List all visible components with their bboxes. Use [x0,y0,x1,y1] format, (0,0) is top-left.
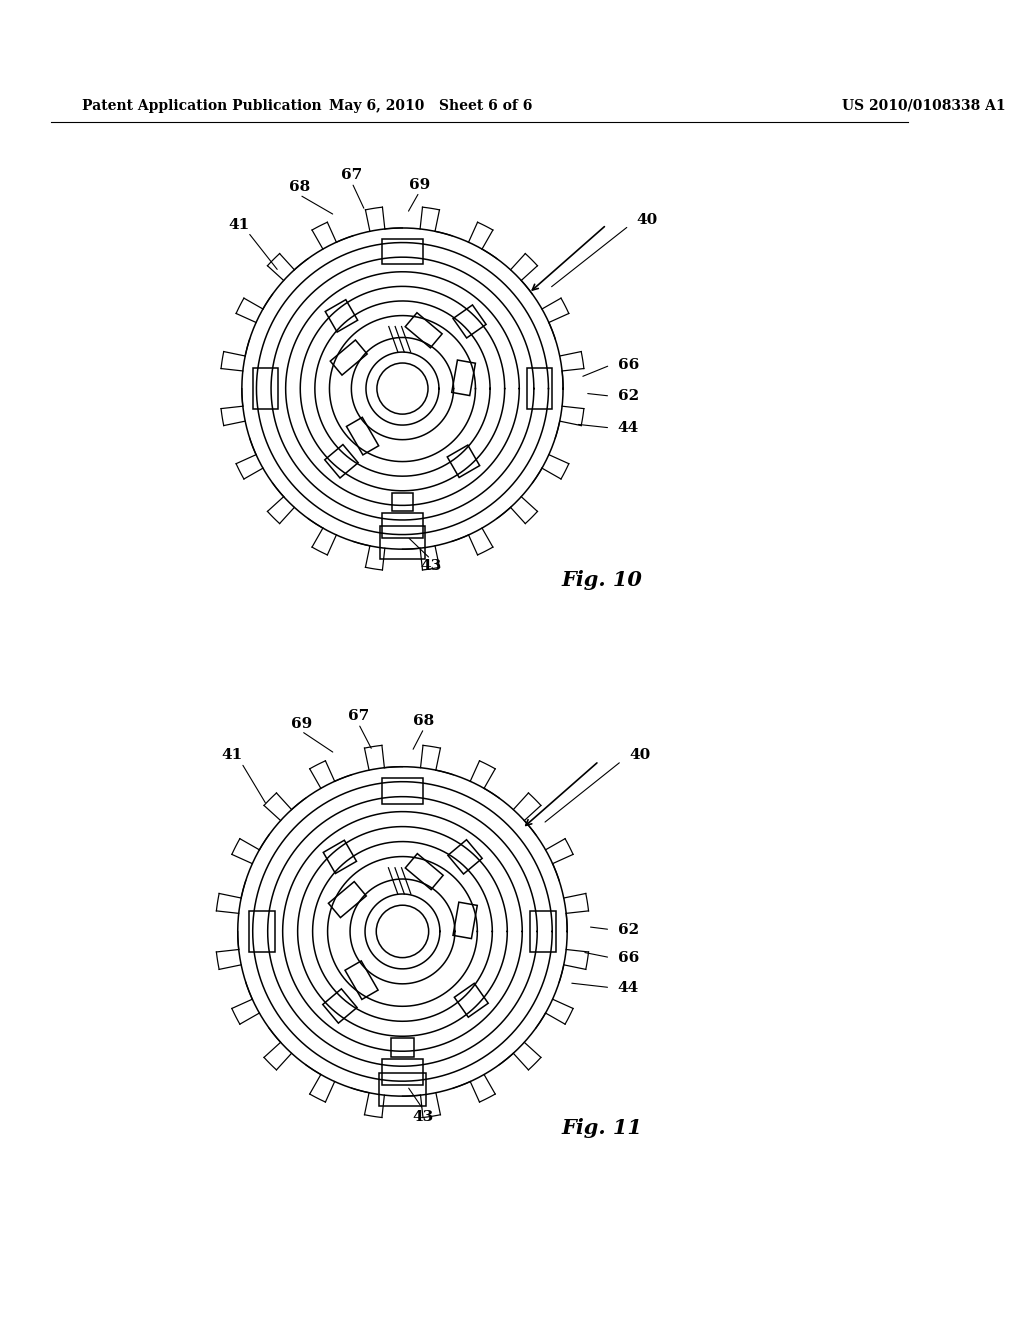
Circle shape [376,906,429,957]
Text: 44: 44 [617,981,639,994]
Text: 66: 66 [617,950,639,965]
Text: 66: 66 [617,358,639,372]
Text: 62: 62 [617,389,639,403]
Circle shape [377,363,428,414]
Text: Fig. 11: Fig. 11 [561,1118,642,1138]
Text: 41: 41 [221,748,243,763]
Text: 44: 44 [617,421,639,434]
Text: 68: 68 [414,714,434,727]
Text: 69: 69 [291,717,312,731]
Text: 43: 43 [420,560,441,573]
Text: 67: 67 [341,168,362,182]
Text: 62: 62 [617,923,639,937]
Text: 40: 40 [637,213,657,227]
Text: May 6, 2010   Sheet 6 of 6: May 6, 2010 Sheet 6 of 6 [329,99,532,114]
Text: 69: 69 [409,177,430,191]
Text: 68: 68 [289,181,310,194]
Text: 43: 43 [413,1110,434,1123]
Text: 40: 40 [629,748,650,763]
Text: US 2010/0108338 A1: US 2010/0108338 A1 [843,99,1006,114]
Text: Patent Application Publication: Patent Application Publication [82,99,322,114]
Text: 41: 41 [228,218,249,232]
Text: Fig. 10: Fig. 10 [561,570,642,590]
Text: 67: 67 [348,709,369,723]
